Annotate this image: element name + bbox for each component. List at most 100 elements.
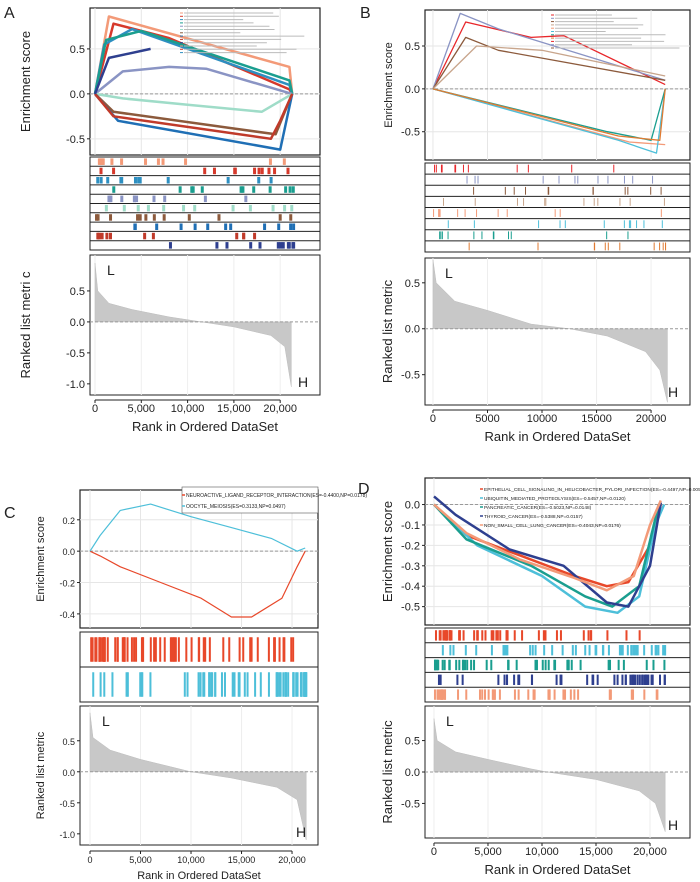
hit-mark (152, 195, 156, 203)
hit-mark (458, 630, 461, 641)
hit-mark (187, 214, 191, 221)
hit-mark (132, 195, 136, 203)
hit-mark (513, 630, 516, 641)
hit-mark (107, 195, 111, 203)
hit-mark (260, 167, 264, 175)
hit-mark (99, 672, 102, 697)
hit-mark (564, 689, 567, 700)
hit-mark (636, 645, 639, 656)
hit-mark (645, 659, 648, 671)
hit-mark (449, 645, 452, 656)
hit-mark (144, 158, 148, 165)
hit-mark (636, 220, 638, 229)
hit-mark (492, 689, 495, 700)
rank-tick-label: -0.5 (401, 798, 420, 810)
hit-mark (233, 672, 236, 697)
hit-mark (634, 674, 637, 685)
hit-mark (466, 175, 468, 184)
hit-mark (515, 659, 518, 671)
hit-mark (591, 674, 594, 685)
hit-mark (497, 674, 500, 685)
hit-mark (231, 204, 235, 212)
hit-mark (452, 645, 455, 656)
bottom-rank-label: H (668, 384, 678, 400)
hit-mark (554, 209, 556, 217)
hit-mark (252, 186, 256, 193)
hit-mark (282, 158, 286, 165)
hit-mark (527, 164, 529, 173)
hit-mark (646, 674, 649, 685)
rank-tick-label: -0.5 (59, 799, 75, 809)
hit-mark (100, 232, 104, 240)
hit-mark (273, 637, 276, 662)
hit-mark (271, 204, 275, 212)
hit-mark (663, 198, 665, 206)
hit-mark (457, 689, 460, 700)
hit-mark (200, 186, 204, 193)
hit-mark (661, 220, 663, 229)
hit-mark (149, 637, 152, 662)
hit-mark (300, 672, 303, 697)
hit-mark (457, 209, 459, 217)
x-tick-label: 10,000 (177, 855, 205, 865)
hit-mark (534, 659, 537, 671)
hit-mark (91, 637, 94, 662)
hit-mark (490, 659, 493, 671)
x-tick-label: 15000 (581, 413, 612, 425)
hit-mark (521, 630, 524, 641)
hit-mark (242, 637, 245, 662)
hit-mark (438, 689, 441, 700)
hit-mark (607, 242, 609, 251)
hit-mark (613, 674, 616, 685)
hit-mark (665, 242, 667, 251)
hit-mark (470, 659, 473, 671)
hit-mark (106, 637, 109, 662)
hit-mark (208, 672, 211, 697)
x-tick-label: 20,000 (263, 403, 297, 415)
hit-mark (276, 242, 280, 249)
hit-mark (289, 223, 293, 231)
hit-mark (481, 231, 483, 240)
hit-mark (555, 630, 558, 641)
hit-mark (441, 231, 443, 240)
hit-mark (534, 645, 537, 656)
hit-mark (632, 175, 634, 184)
hit-mark (644, 674, 647, 685)
hit-mark (473, 231, 475, 240)
hit-mark (624, 186, 626, 195)
hit-mark (542, 630, 545, 641)
hit-mark (553, 689, 556, 700)
hit-mark (663, 674, 666, 685)
hit-mark (292, 242, 296, 249)
hit-mark (664, 645, 667, 656)
hit-mark (257, 167, 261, 175)
hit-mark (444, 689, 447, 700)
x-axis-label: Rank in Ordered DataSet (137, 870, 261, 882)
hit-mark (440, 231, 442, 240)
hit-mark (443, 659, 446, 671)
es-tick-label: -0.4 (401, 581, 420, 593)
hit-mark (623, 175, 625, 184)
hit-mark (448, 659, 451, 671)
hit-mark (439, 209, 441, 217)
hit-mark (286, 242, 290, 249)
hit-mark (574, 175, 576, 184)
hit-mark (468, 242, 470, 251)
panel-letter: D (358, 481, 370, 498)
hit-mark (141, 672, 144, 697)
hit-mark (284, 186, 288, 193)
hit-mark (159, 637, 162, 662)
hit-mark (630, 645, 633, 656)
es-plot-frame (424, 9, 691, 161)
hit-mark (638, 630, 641, 641)
hit-mark (171, 637, 174, 662)
hit-mark (125, 672, 128, 697)
rank-tick-label: 0.5 (405, 736, 420, 748)
hit-mark (448, 630, 451, 641)
hit-mark (573, 689, 576, 700)
hit-mark (442, 198, 444, 206)
hit-mark (596, 674, 599, 685)
hit-mark (206, 223, 210, 231)
hit-mark (235, 232, 239, 240)
hit-mark (660, 209, 662, 217)
